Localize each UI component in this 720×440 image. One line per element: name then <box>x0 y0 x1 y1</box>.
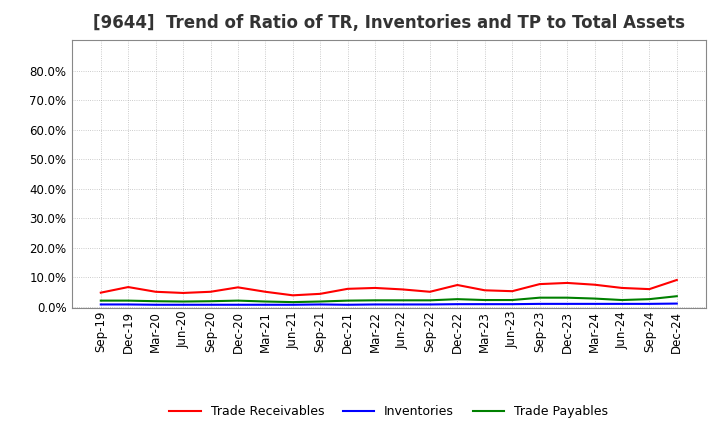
Trade Payables <box>343 298 352 303</box>
Trade Receivables <box>206 289 215 294</box>
Trade Receivables <box>672 277 681 282</box>
Inventories <box>151 302 160 308</box>
Line: Trade Receivables: Trade Receivables <box>101 280 677 295</box>
Trade Receivables <box>480 288 489 293</box>
Inventories <box>480 301 489 307</box>
Trade Receivables <box>563 280 572 286</box>
Inventories <box>453 301 462 307</box>
Line: Trade Payables: Trade Payables <box>101 296 677 302</box>
Trade Payables <box>371 298 379 303</box>
Trade Payables <box>426 298 434 303</box>
Trade Payables <box>233 298 242 303</box>
Inventories <box>233 302 242 308</box>
Trade Receivables <box>618 285 626 290</box>
Trade Payables <box>453 297 462 302</box>
Trade Payables <box>179 299 187 304</box>
Trade Receivables <box>316 291 325 297</box>
Trade Receivables <box>645 286 654 292</box>
Inventories <box>618 301 626 307</box>
Inventories <box>590 301 599 307</box>
Inventories <box>398 302 407 307</box>
Trade Payables <box>316 299 325 304</box>
Trade Receivables <box>233 285 242 290</box>
Trade Payables <box>206 299 215 304</box>
Trade Payables <box>590 296 599 301</box>
Inventories <box>316 302 325 307</box>
Trade Payables <box>398 298 407 303</box>
Trade Receivables <box>124 284 132 290</box>
Trade Receivables <box>151 289 160 294</box>
Trade Payables <box>96 298 105 303</box>
Inventories <box>206 302 215 308</box>
Line: Inventories: Inventories <box>101 304 677 305</box>
Legend: Trade Receivables, Inventories, Trade Payables: Trade Receivables, Inventories, Trade Pa… <box>164 400 613 423</box>
Trade Payables <box>672 293 681 299</box>
Trade Receivables <box>261 289 270 294</box>
Trade Payables <box>563 295 572 301</box>
Trade Receivables <box>289 293 297 298</box>
Trade Receivables <box>508 289 516 294</box>
Trade Payables <box>508 297 516 303</box>
Inventories <box>96 302 105 307</box>
Trade Receivables <box>426 289 434 294</box>
Trade Payables <box>289 300 297 305</box>
Trade Receivables <box>453 282 462 288</box>
Inventories <box>343 302 352 308</box>
Inventories <box>124 302 132 307</box>
Trade Payables <box>261 299 270 304</box>
Trade Receivables <box>536 282 544 287</box>
Trade Payables <box>618 297 626 303</box>
Title: [9644]  Trend of Ratio of TR, Inventories and TP to Total Assets: [9644] Trend of Ratio of TR, Inventories… <box>93 15 685 33</box>
Inventories <box>672 301 681 306</box>
Inventories <box>289 302 297 308</box>
Trade Receivables <box>96 290 105 295</box>
Trade Receivables <box>179 290 187 296</box>
Inventories <box>179 302 187 308</box>
Inventories <box>645 301 654 307</box>
Inventories <box>371 302 379 307</box>
Inventories <box>536 301 544 307</box>
Inventories <box>508 301 516 307</box>
Trade Payables <box>645 297 654 302</box>
Trade Receivables <box>371 285 379 290</box>
Trade Payables <box>536 295 544 301</box>
Trade Receivables <box>590 282 599 287</box>
Trade Payables <box>480 297 489 303</box>
Inventories <box>563 301 572 307</box>
Trade Payables <box>151 299 160 304</box>
Trade Payables <box>124 298 132 303</box>
Inventories <box>426 302 434 307</box>
Trade Receivables <box>343 286 352 291</box>
Inventories <box>261 302 270 308</box>
Trade Receivables <box>398 287 407 292</box>
